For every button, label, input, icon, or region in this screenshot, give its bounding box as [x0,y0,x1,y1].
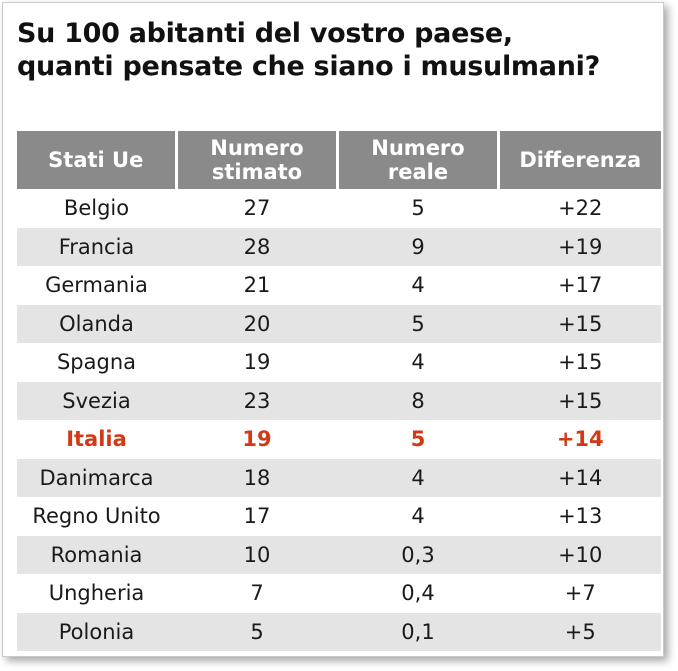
cell-numero-reale: 5 [337,304,499,343]
header-row: Stati Ue Numero stimato Numero reale Dif… [16,131,661,189]
cell-numero-stimato: 21 [243,273,271,298]
cell-numero-reale: 4 [411,350,425,375]
header-line: Numero [210,136,304,160]
cell-stato: Regno Unito [32,504,161,529]
header-line: stimato [211,160,303,184]
cell-differenza: +15 [558,350,603,375]
title-line-1: Su 100 abitanti del vostro paese, [17,18,513,49]
cell-differenza: +10 [498,535,661,574]
cell-numero-stimato: 28 [176,227,338,266]
cell-numero-reale: 5 [411,196,425,221]
cell-numero-reale: 5 [410,427,426,452]
column-header-numero-reale: Numero reale [336,131,499,189]
table-row: Italia 19 5 +14 [17,420,661,459]
cell-stato: Belgio [63,196,130,221]
cell-stato: Germania [45,273,148,298]
cell-stato: Spagna [56,350,137,375]
cell-stato: Polonia [16,612,177,651]
cell-numero-stimato: 5 [176,612,338,651]
cell-numero-reale: 4 [337,458,499,497]
cell-numero-reale: 0,4 [401,581,435,606]
column-header-numero-stimato: Numero stimato [175,131,338,189]
cell-numero-stimato: 10 [176,535,338,574]
cell-numero-stimato: 23 [176,381,338,420]
cell-differenza: +14 [556,427,604,452]
cell-differenza: +19 [498,227,661,266]
title-line-2: quanti pensate che siano i musulmani? [17,51,600,82]
cell-numero-reale: 9 [337,227,499,266]
column-header-differenza: Differenza [497,131,661,189]
cell-differenza: +22 [558,196,603,221]
cell-numero-reale: 0,1 [337,612,499,651]
table-row: Ungheria 7 0,4 +7 [17,574,661,613]
cell-stato: Italia [66,427,127,452]
cell-differenza: +17 [558,273,603,298]
chart-title: Su 100 abitanti del vostro paese, quanti… [17,17,600,83]
cell-numero-stimato: 17 [243,504,271,529]
table-row: Romania 10 0,3 +10 [16,535,661,574]
header-line: Stati Ue [48,148,144,172]
cell-stato: Danimarca [16,458,177,497]
cell-numero-stimato: 18 [176,458,338,497]
cell-differenza: +5 [498,612,661,651]
cell-differenza: +13 [558,504,603,529]
header-line: Differenza [519,148,642,172]
table-row: Polonia 5 0,1 +5 [16,612,661,651]
table-row: Belgio 27 5 +22 [17,189,661,228]
table-body: Belgio 27 5 +22 Francia 28 9 +19 Germania 21 4 +17 O… [16,189,661,651]
cell-numero-reale: 8 [337,381,499,420]
cell-numero-stimato: 19 [242,427,272,452]
cell-differenza: +7 [564,581,596,606]
cell-numero-reale: 4 [411,273,425,298]
survey-table: Stati Ue Numero stimato Numero reale Dif… [15,131,661,651]
cell-numero-reale: 4 [411,504,425,529]
cell-numero-stimato: 19 [243,350,271,375]
table-row: Francia 28 9 +19 [16,227,661,266]
table-row: Germania 21 4 +17 [17,266,661,305]
table-row: Svezia 23 8 +15 [16,381,661,420]
header-line: reale [387,160,449,184]
cell-stato: Olanda [16,304,177,343]
cell-numero-stimato: 20 [176,304,338,343]
cell-differenza: +15 [498,304,661,343]
header-line: Numero [371,136,465,160]
table-row: Regno Unito 17 4 +13 [17,497,661,536]
column-header-stati-ue: Stati Ue [16,131,177,189]
table-row: Spagna 19 4 +15 [17,343,661,382]
cell-differenza: +14 [498,458,661,497]
infographic-card: Su 100 abitanti del vostro paese, quanti… [2,2,664,657]
cell-numero-reale: 0,3 [337,535,499,574]
cell-stato: Francia [16,227,177,266]
cell-numero-stimato: 27 [243,196,271,221]
cell-stato: Romania [16,535,177,574]
cell-numero-stimato: 7 [250,581,264,606]
table-row: Olanda 20 5 +15 [16,304,661,343]
cell-differenza: +15 [498,381,661,420]
cell-stato: Svezia [16,381,177,420]
cell-stato: Ungheria [48,581,145,606]
table-row: Danimarca 18 4 +14 [16,458,661,497]
